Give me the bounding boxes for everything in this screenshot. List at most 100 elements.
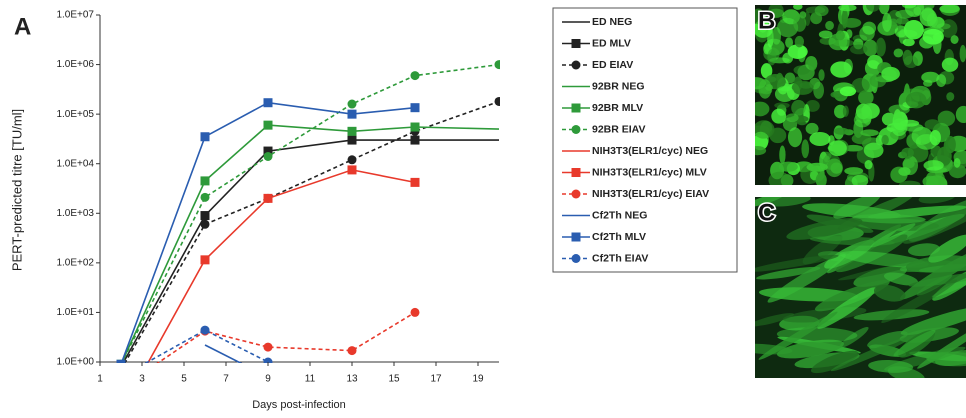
series-line bbox=[144, 329, 269, 363]
cell bbox=[851, 174, 869, 185]
cell bbox=[813, 81, 824, 99]
marker bbox=[571, 60, 581, 70]
marker bbox=[117, 407, 126, 416]
cell bbox=[814, 279, 890, 312]
cell bbox=[815, 172, 827, 185]
cell bbox=[881, 66, 900, 81]
cell bbox=[946, 92, 955, 102]
cell bbox=[883, 272, 919, 286]
cell bbox=[940, 5, 960, 16]
marker bbox=[347, 99, 357, 109]
cell bbox=[794, 35, 805, 48]
cell bbox=[791, 80, 814, 95]
cell bbox=[782, 52, 794, 64]
cell bbox=[850, 44, 868, 55]
cell bbox=[787, 127, 803, 148]
cell bbox=[833, 127, 849, 135]
marker bbox=[347, 126, 357, 136]
series-line bbox=[156, 311, 416, 363]
x-tick-label: 13 bbox=[346, 374, 358, 385]
series-line bbox=[120, 63, 500, 363]
cell bbox=[756, 266, 821, 280]
marker bbox=[410, 135, 420, 145]
marker bbox=[263, 193, 273, 203]
marker bbox=[494, 96, 500, 106]
cell bbox=[863, 39, 878, 57]
cell bbox=[945, 136, 956, 154]
cell bbox=[867, 331, 908, 349]
cell bbox=[755, 101, 770, 117]
cell bbox=[805, 122, 819, 135]
cell bbox=[881, 134, 889, 145]
cell bbox=[791, 99, 806, 116]
cell bbox=[903, 204, 966, 244]
cell bbox=[929, 130, 941, 146]
marker bbox=[263, 98, 273, 108]
cell bbox=[870, 223, 916, 248]
cell bbox=[760, 63, 773, 79]
cell bbox=[907, 243, 940, 257]
legend-label: ED MLV bbox=[592, 37, 631, 49]
marker bbox=[263, 342, 273, 352]
cell bbox=[758, 79, 772, 99]
micrograph-c bbox=[755, 197, 966, 378]
legend-label: NIH3T3(ELR1/cyc) EIAV bbox=[592, 188, 709, 200]
cell bbox=[855, 103, 871, 120]
cell bbox=[891, 118, 908, 136]
cell bbox=[846, 29, 853, 39]
y-tick-label: 1.0E+03 bbox=[56, 208, 94, 219]
series-line bbox=[204, 344, 243, 363]
cell bbox=[806, 162, 828, 172]
marker bbox=[117, 372, 126, 381]
cell bbox=[902, 38, 915, 47]
marker bbox=[116, 359, 126, 363]
x-tick-label: 1 bbox=[97, 374, 103, 385]
marker bbox=[410, 307, 420, 317]
cell bbox=[869, 74, 887, 88]
cell bbox=[779, 145, 786, 165]
cell bbox=[922, 175, 939, 185]
legend-label: Cf2Th MLV bbox=[592, 231, 646, 243]
panel-label: B bbox=[758, 7, 775, 34]
cell bbox=[810, 350, 859, 374]
cell bbox=[755, 131, 769, 148]
cell bbox=[785, 37, 794, 48]
x-axis-label: Days post-infection bbox=[252, 399, 346, 411]
marker bbox=[571, 189, 581, 199]
y-tick-label: 1.0E+00 bbox=[56, 357, 94, 368]
marker bbox=[410, 71, 420, 81]
marker bbox=[200, 255, 210, 265]
series-line bbox=[414, 126, 500, 130]
marker bbox=[571, 254, 581, 263]
cell bbox=[787, 44, 808, 59]
cell bbox=[950, 35, 959, 44]
cell bbox=[898, 167, 911, 176]
legend-label: ED EIAV bbox=[592, 59, 633, 71]
y-tick-label: 1.0E+05 bbox=[56, 109, 94, 120]
y-tick-label: 1.0E+04 bbox=[56, 158, 94, 169]
series-line bbox=[120, 101, 416, 363]
cell bbox=[772, 26, 782, 45]
cell bbox=[793, 65, 810, 75]
cell bbox=[898, 180, 921, 185]
cell bbox=[899, 248, 966, 300]
cell bbox=[864, 160, 873, 170]
y-tick-label: 1.0E+02 bbox=[56, 257, 94, 268]
cell bbox=[758, 311, 838, 360]
legend-label: NIH3T3(ELR1/cyc) NEG bbox=[592, 145, 708, 157]
legend-label: 92BR EIAV bbox=[592, 123, 646, 135]
cell bbox=[901, 147, 914, 159]
cell bbox=[955, 105, 966, 124]
cell bbox=[814, 5, 829, 17]
cell bbox=[843, 58, 853, 74]
cell bbox=[866, 5, 881, 12]
cell bbox=[768, 5, 784, 19]
x-tick-label: 19 bbox=[472, 374, 484, 385]
marker bbox=[410, 122, 420, 132]
cell bbox=[903, 55, 919, 69]
marker bbox=[117, 383, 126, 392]
cell bbox=[926, 351, 966, 367]
y-tick-label: 1.0E+06 bbox=[56, 59, 94, 70]
